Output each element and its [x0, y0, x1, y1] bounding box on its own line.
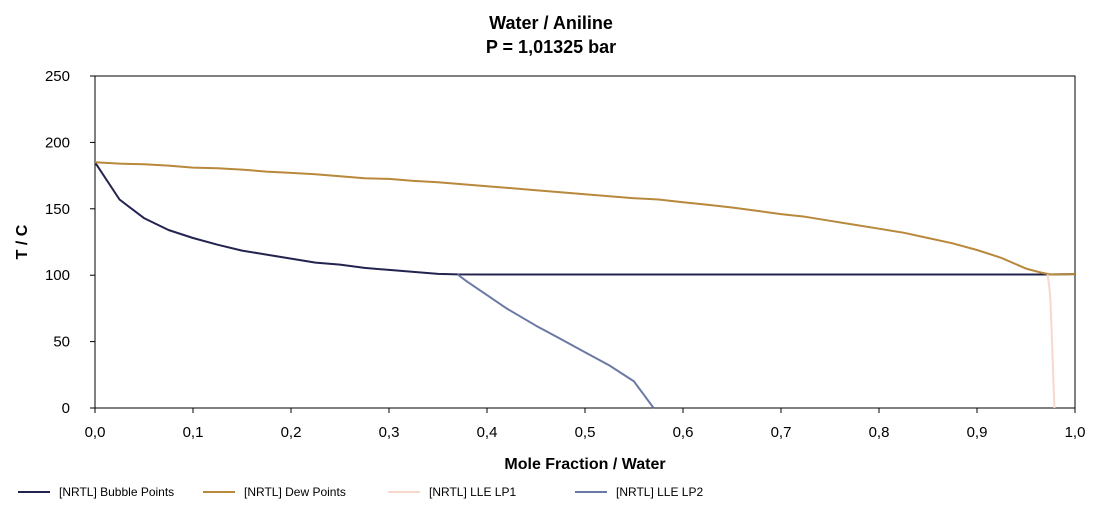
plot-area — [94, 75, 1076, 409]
legend: [NRTL] Bubble Points [NRTL] Dew Points [NR… — [18, 485, 703, 499]
legend-label: [NRTL] LLE LP2 — [616, 485, 703, 499]
x-tick-label: 0,6 — [673, 424, 694, 441]
x-tick-label: 0,8 — [869, 424, 890, 441]
y-tick-label: 200 — [45, 134, 70, 151]
x-tick-label: 0,0 — [85, 424, 106, 441]
x-axis: 0,0 0,1 0,2 0,3 0,4 0,5 0,6 0,7 0,8 0,9 1,0 — [85, 408, 1086, 441]
x-tick-label: 0,2 — [281, 424, 302, 441]
y-tick-label: 0 — [62, 400, 70, 417]
x-tick-label: 0,1 — [183, 424, 204, 441]
chart-subtitle: P = 1,01325 bar — [486, 37, 616, 57]
x-tick-label: 0,9 — [967, 424, 988, 441]
x-tick-label: 0,7 — [771, 424, 792, 441]
x-tick-label: 0,4 — [477, 424, 498, 441]
x-tick-label: 1,0 — [1065, 424, 1086, 441]
y-tick-label: 250 — [45, 68, 70, 85]
series-line-2 — [94, 161, 1076, 276]
legend-label: [NRTL] LLE LP1 — [429, 485, 516, 499]
series-layer — [94, 161, 1076, 409]
series-line-1 — [94, 161, 1076, 276]
series-line-4 — [457, 273, 655, 409]
series-line-3 — [1046, 274, 1056, 409]
chart-title: Water / Aniline — [489, 13, 613, 33]
x-tick-label: 0,5 — [575, 424, 596, 441]
y-tick-label: 150 — [45, 201, 70, 218]
legend-label: [NRTL] Bubble Points — [59, 485, 174, 499]
y-tick-label: 50 — [53, 334, 70, 351]
x-axis-title: Mole Fraction / Water — [504, 456, 665, 473]
x-tick-label: 0,3 — [379, 424, 400, 441]
legend-label: [NRTL] Dew Points — [244, 485, 346, 499]
y-tick-label: 100 — [45, 267, 70, 284]
y-axis-title: T / C — [14, 224, 31, 259]
y-axis: 0 50 100 150 200 250 — [45, 68, 95, 417]
